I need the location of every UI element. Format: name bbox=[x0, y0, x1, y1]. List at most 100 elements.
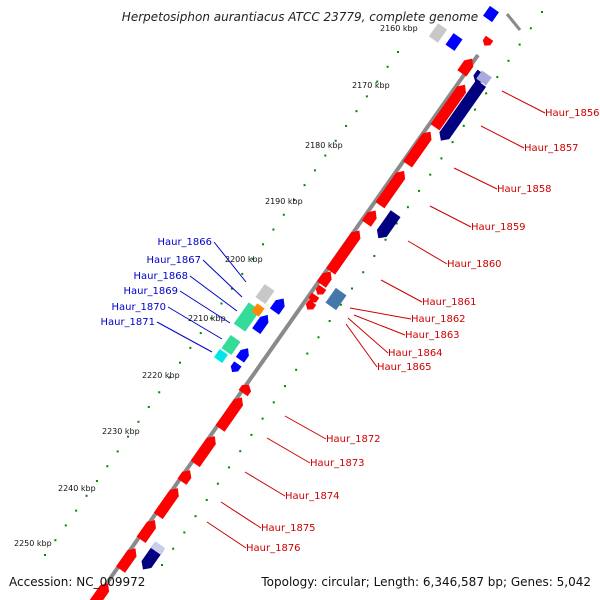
inner-tick-dot bbox=[283, 385, 286, 388]
scale-tick-label: 2220 kbp bbox=[142, 371, 180, 380]
gene bbox=[325, 287, 347, 311]
outer-tick-dot bbox=[282, 213, 285, 216]
scale-tick-label: 2230 kbp bbox=[102, 427, 140, 436]
forward-gene bbox=[136, 520, 156, 543]
gene-label-right: Haur_1863 bbox=[405, 330, 460, 341]
forward-gene bbox=[190, 436, 216, 468]
inner-tick-dot bbox=[462, 124, 465, 127]
gene-label-left: Haur_1868 bbox=[133, 271, 188, 282]
forward-gene bbox=[308, 292, 320, 303]
leader-line bbox=[179, 290, 231, 324]
forward-gene bbox=[177, 470, 192, 485]
label-leader-lines bbox=[156, 90, 546, 549]
inner-tick-dot bbox=[384, 238, 387, 241]
inner-tick-dot bbox=[507, 59, 510, 62]
outer-tick-dot bbox=[137, 420, 140, 423]
outer-tick-dot bbox=[251, 258, 254, 261]
forward-gene bbox=[305, 299, 317, 310]
inner-tick-dot bbox=[306, 352, 309, 355]
gene-label-right: Haur_1872 bbox=[326, 434, 381, 445]
gene-label-right: Haur_1857 bbox=[524, 143, 579, 154]
forward-gene bbox=[316, 271, 332, 288]
gene-label-right: Haur_1874 bbox=[285, 491, 340, 502]
outer-tick-dot bbox=[54, 539, 57, 542]
inner-tick-dot bbox=[250, 433, 253, 436]
gene bbox=[252, 314, 269, 335]
leader-line bbox=[453, 167, 498, 190]
gene-labels: Haur_1866 Haur_1867 Haur_1868 Haur_1869 Haur… bbox=[100, 108, 599, 554]
gene-label-left: Haur_1871 bbox=[100, 317, 155, 328]
forward-gene bbox=[87, 583, 110, 600]
inner-tick-dot bbox=[440, 157, 443, 160]
scale-tick-labels: 2170 kbp 2180 kbp 2190 kbp 2200 kbp 2210 kbp… bbox=[14, 24, 418, 548]
forward-gene bbox=[375, 170, 406, 209]
reverse-gene bbox=[376, 210, 401, 239]
outer-tick-dot bbox=[376, 80, 379, 83]
gene-label-right: Haur_1864 bbox=[388, 348, 443, 359]
leader-line bbox=[220, 501, 262, 529]
gene bbox=[221, 335, 241, 355]
inner-tick-dot bbox=[541, 11, 543, 13]
inner-tick-dot bbox=[317, 336, 320, 339]
outer-tick-dot bbox=[210, 317, 213, 320]
outer-tick-dot bbox=[365, 95, 368, 98]
outer-tick-dot bbox=[75, 509, 78, 512]
outer-tick-dot bbox=[64, 524, 67, 527]
forward-gene bbox=[315, 284, 327, 295]
forward-gene bbox=[482, 35, 494, 46]
inner-tick-dot bbox=[373, 254, 376, 257]
inner-tick-dot bbox=[496, 76, 499, 79]
inner-tick-dot bbox=[406, 206, 409, 209]
leader-line bbox=[380, 279, 423, 303]
inner-tick-dot bbox=[205, 498, 208, 501]
leader-line bbox=[284, 415, 327, 440]
leader-line bbox=[156, 321, 213, 353]
inner-tick-dot bbox=[194, 515, 197, 518]
inner-tick-dot bbox=[328, 320, 331, 323]
outer-tick-dot bbox=[95, 480, 98, 483]
leader-line bbox=[501, 90, 546, 114]
outer-tick-dot bbox=[85, 494, 88, 497]
leader-line bbox=[202, 259, 243, 298]
tick-dot-tracks bbox=[44, 11, 543, 566]
outer-tick-dot bbox=[272, 228, 275, 231]
gene-label-right: Haur_1865 bbox=[377, 362, 432, 373]
leader-line bbox=[349, 307, 412, 320]
inner-tick-dot bbox=[395, 222, 398, 225]
leader-line bbox=[244, 471, 286, 497]
leader-line bbox=[206, 521, 247, 549]
outer-tick-dot bbox=[116, 450, 119, 453]
forward-gene bbox=[457, 58, 474, 77]
gene bbox=[251, 303, 265, 317]
outer-tick-dot bbox=[168, 376, 171, 379]
leader-line bbox=[189, 275, 238, 312]
inner-tick-dot bbox=[161, 564, 163, 566]
inner-tick-dot bbox=[429, 173, 432, 176]
inner-tick-dot bbox=[216, 482, 219, 485]
leader-line bbox=[480, 125, 525, 149]
gene bbox=[214, 349, 228, 363]
outer-tick-dot bbox=[334, 139, 337, 142]
outer-tick-dot bbox=[241, 272, 244, 275]
scale-tick-label: 2240 kbp bbox=[58, 484, 96, 493]
inner-tick-dot bbox=[362, 271, 365, 274]
leader-line bbox=[266, 437, 311, 464]
gene-label-right: Haur_1859 bbox=[471, 222, 526, 233]
forward-gene bbox=[116, 548, 137, 573]
gene bbox=[445, 33, 463, 51]
gene-label-left: Haur_1866 bbox=[157, 237, 212, 248]
inner-tick-dot bbox=[485, 92, 488, 95]
outer-tick-dot bbox=[147, 406, 150, 409]
outer-tick-dot bbox=[158, 391, 161, 394]
forward-gene bbox=[153, 488, 179, 520]
outer-tick-dot bbox=[313, 169, 316, 172]
gene bbox=[269, 298, 285, 315]
genome-backbone-top bbox=[505, 13, 522, 31]
scale-tick-label: 2170 kbp bbox=[352, 81, 390, 90]
scale-tick-label: 2200 kbp bbox=[225, 255, 263, 264]
gene-label-right: Haur_1862 bbox=[411, 314, 466, 325]
outer-tick-dot bbox=[262, 243, 265, 246]
forward-gene bbox=[215, 397, 243, 432]
inner-tick-dot bbox=[183, 531, 186, 534]
gene bbox=[483, 5, 499, 23]
